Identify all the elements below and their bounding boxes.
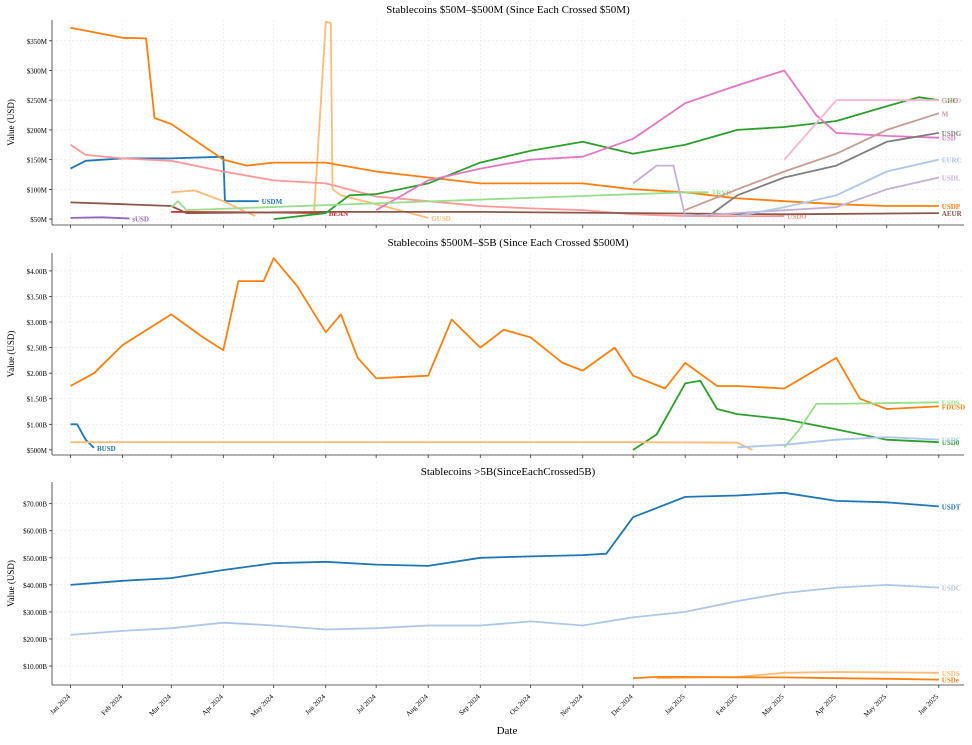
series-label: USDL	[942, 174, 961, 182]
series-label: TRYB	[712, 189, 732, 197]
series-label: USDG	[942, 130, 962, 138]
x-tick-label: Aug 2024	[404, 692, 430, 718]
series-label: USDC	[942, 437, 961, 445]
series-line-usd0	[632, 379, 939, 451]
y-axis-label: Value (USD)	[6, 99, 16, 146]
y-tick-label: $70.00B	[23, 501, 47, 509]
y-tick-label: $3.00B	[27, 319, 48, 327]
series-line-busd	[70, 423, 95, 449]
x-tick-label: Mar 2024	[148, 692, 173, 717]
series-label: FDUSD	[942, 403, 965, 411]
y-tick-label: $3.50B	[27, 293, 48, 301]
x-tick-label: May 2025	[862, 692, 888, 718]
x-tick-label: Jan 2025	[663, 692, 687, 716]
x-tick-label: Oct 2024	[508, 692, 532, 716]
y-tick-label: $20.00B	[23, 636, 47, 644]
y-tick-label: $4.00B	[27, 268, 48, 276]
y-tick-label: $50M	[30, 216, 48, 224]
chart-panel-1: $500M $1.00B $1.50B $2.00B $2.50B $3.00B $3.50…	[6, 237, 965, 458]
y-tick-label: $2.50B	[27, 345, 48, 353]
y-tick-label: $1.50B	[27, 396, 48, 404]
series-line-usdo	[69, 144, 785, 217]
y-tick-label: $250M	[27, 97, 48, 105]
y-tick-label: $30.00B	[23, 609, 47, 617]
x-tick-label: Jan 2024	[48, 692, 72, 716]
series-label: USD0	[942, 439, 960, 447]
x-tick-label: Jul 2024	[355, 692, 378, 715]
y-tick-label: $100M	[27, 186, 48, 194]
series-line-usde-light	[70, 441, 753, 451]
series-label: USDT	[942, 503, 961, 511]
y-tick-label: $1.00B	[27, 421, 48, 429]
series-label: USDS	[942, 399, 960, 407]
series-line-usdo-pink	[783, 99, 939, 161]
y-tick-label: $10.00B	[23, 663, 47, 671]
series-label: GHO	[942, 97, 959, 105]
y-axis-label: Value (USD)	[6, 560, 16, 607]
x-tick-label: May 2024	[249, 692, 275, 718]
series-line-gho	[273, 96, 939, 220]
series-label: GUSD	[431, 215, 450, 223]
series-label: USDO	[942, 97, 962, 105]
series-label: BEAN	[329, 210, 348, 218]
x-tick-label: Dec 2024	[610, 692, 635, 717]
series-label: AEUR	[942, 210, 963, 218]
x-tick-label: Jun 2024	[304, 692, 328, 716]
y-tick-label: $60.00B	[23, 528, 47, 536]
series-line-usdp	[70, 26, 939, 207]
x-tick-label: Mar 2025	[761, 692, 786, 717]
y-axis-label: Value (USD)	[6, 331, 16, 378]
x-tick-label: Feb 2025	[714, 692, 739, 717]
series-line-usde	[633, 676, 939, 681]
chart-panel-2: $10.00B $20.00B $30.00B $40.00B $50.00B $60.0…	[6, 466, 964, 688]
series-line-usdc	[70, 584, 939, 636]
y-tick-label: $500M	[27, 447, 48, 455]
series-line-usdl	[632, 164, 939, 217]
x-tick-label: Sep 2024	[457, 692, 482, 717]
y-tick-label: $40.00B	[23, 582, 47, 590]
y-tick-label: $350M	[27, 38, 48, 46]
series-label: USDP	[942, 203, 961, 211]
series-line-tryb	[170, 191, 709, 211]
series-line-susd	[70, 216, 130, 220]
chart-title: Stablecoins >5B(SinceEachCrossed5B)	[421, 466, 596, 478]
x-tick-label: Apr 2025	[813, 692, 838, 717]
x-tick-label: Nov 2024	[559, 692, 585, 718]
series-label: USDe	[942, 677, 959, 685]
x-tick-label: Jun 2025	[917, 692, 941, 716]
series-label: USDO	[787, 213, 807, 221]
series-label: EURC	[942, 157, 962, 165]
x-tick-label: Apr 2024	[200, 692, 225, 717]
chart-title: Stablecoins $50M–$500M (Since Each Cross…	[386, 4, 630, 16]
series-label: USDC	[942, 585, 961, 593]
y-tick-label: $200M	[27, 127, 48, 135]
chart-panel-0: $50M $100M $150M $200M $250M $300M $350M Stable…	[6, 4, 964, 228]
series-line-usdg	[708, 132, 939, 217]
y-tick-label: $300M	[27, 68, 48, 76]
series-line-usds	[783, 401, 939, 448]
y-tick-label: $50.00B	[23, 555, 47, 563]
series-label: M	[942, 110, 949, 118]
series-line-syrupusdc	[375, 69, 939, 211]
y-tick-label: $150M	[27, 157, 48, 165]
x-tick-label: Feb 2024	[100, 692, 125, 717]
y-tick-label: $2.00B	[27, 370, 48, 378]
series-label: USDS	[942, 670, 960, 678]
series-line-usdm	[70, 155, 259, 203]
series-line-eurc	[737, 158, 940, 217]
series-line-fdusd	[70, 257, 939, 410]
series-line-gusd	[313, 20, 429, 219]
series-label: BUSD	[97, 445, 116, 453]
chart-title: Stablecoins $500M–$5B (Since Each Crosse…	[387, 237, 628, 249]
series-label: USDM	[262, 198, 283, 206]
series-label: sUSD	[132, 215, 149, 223]
series-line-usdc-small	[737, 436, 939, 449]
series-line-m	[684, 112, 940, 211]
series-label: USD	[942, 135, 956, 143]
series-line-usdt	[70, 491, 939, 586]
x-axis-label: Date	[497, 725, 518, 737]
